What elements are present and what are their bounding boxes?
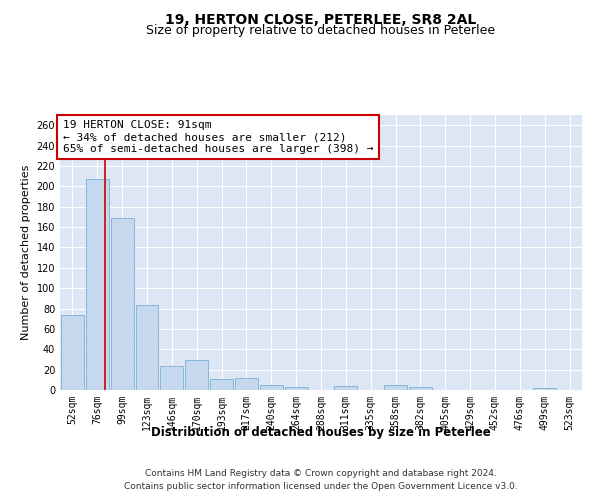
Bar [160,366,183,390]
Bar [136,306,158,390]
Bar [260,385,283,390]
Text: Distribution of detached houses by size in Peterlee: Distribution of detached houses by size … [151,426,491,439]
Bar [533,388,556,390]
Bar [235,378,258,390]
Bar [285,387,308,390]
Bar [86,179,109,390]
Y-axis label: Number of detached properties: Number of detached properties [21,165,31,340]
Bar [111,218,134,390]
Bar [210,379,233,390]
Bar [185,360,208,390]
Bar [334,386,357,390]
Bar [61,314,84,390]
Text: 19 HERTON CLOSE: 91sqm
← 34% of detached houses are smaller (212)
65% of semi-de: 19 HERTON CLOSE: 91sqm ← 34% of detached… [62,120,373,154]
Text: 19, HERTON CLOSE, PETERLEE, SR8 2AL: 19, HERTON CLOSE, PETERLEE, SR8 2AL [166,12,476,26]
Bar [409,387,432,390]
Bar [384,385,407,390]
Text: Contains HM Land Registry data © Crown copyright and database right 2024.
Contai: Contains HM Land Registry data © Crown c… [124,469,518,491]
Text: Size of property relative to detached houses in Peterlee: Size of property relative to detached ho… [146,24,496,37]
